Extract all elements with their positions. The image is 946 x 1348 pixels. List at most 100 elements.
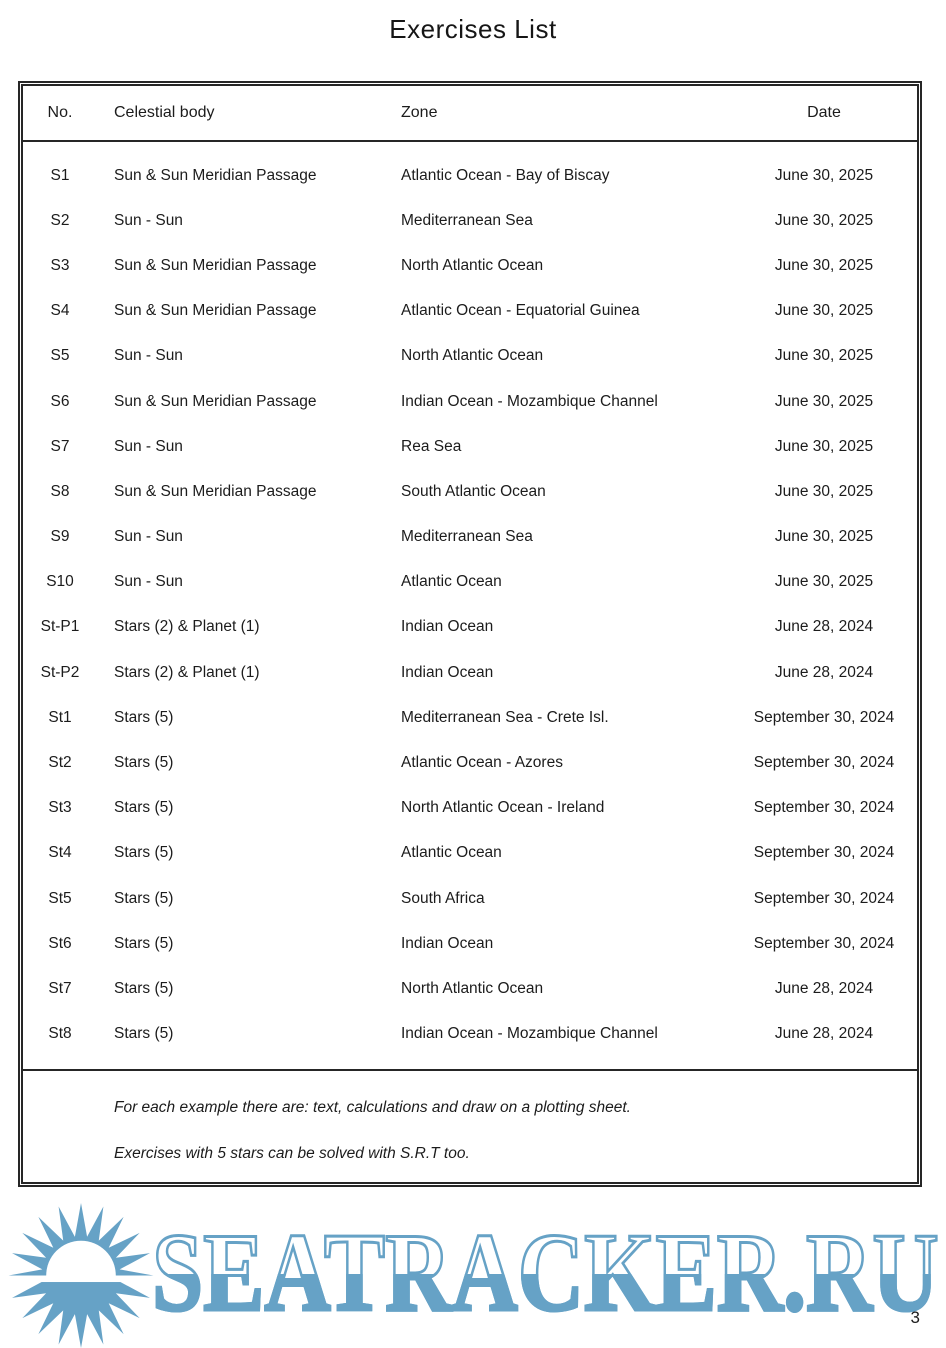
row-celestial-body: Sun - Sun <box>114 528 183 546</box>
table-row: S4 Sun & Sun Meridian Passage Atlantic O… <box>23 289 917 334</box>
table-row: S5 Sun - Sun North Atlantic Ocean June 3… <box>23 334 917 379</box>
row-zone: Mediterranean Sea <box>401 528 533 546</box>
row-no: S5 <box>50 347 70 365</box>
row-celestial-body: Stars (2) & Planet (1) <box>114 618 260 636</box>
row-zone: North Atlantic Ocean - Ireland <box>401 799 605 817</box>
row-celestial-body: Stars (5) <box>114 934 174 952</box>
column-header-zone: Zone <box>401 104 438 121</box>
row-date: June 30, 2025 <box>774 302 874 320</box>
row-no: St8 <box>48 1025 72 1043</box>
row-zone: South Atlantic Ocean <box>401 482 546 500</box>
row-date: June 30, 2025 <box>774 256 874 274</box>
table-body: S1 Sun & Sun Meridian Passage Atlantic O… <box>23 142 917 1069</box>
row-celestial-body: Stars (5) <box>114 979 174 997</box>
row-date: September 30, 2024 <box>753 799 895 817</box>
row-zone: Indian Ocean <box>401 663 494 681</box>
table-row: S3 Sun & Sun Meridian Passage North Atla… <box>23 243 917 288</box>
row-celestial-body: Sun & Sun Meridian Passage <box>114 256 317 274</box>
page-number: 3 <box>910 1308 920 1327</box>
row-zone: Atlantic Ocean <box>401 844 502 862</box>
table-row: S6 Sun & Sun Meridian Passage Indian Oce… <box>23 379 917 424</box>
row-no: S10 <box>46 573 74 591</box>
row-date: June 28, 2024 <box>774 1025 874 1043</box>
row-zone: Atlantic Ocean - Bay of Biscay <box>401 166 610 184</box>
row-zone: Atlantic Ocean - Azores <box>401 754 563 772</box>
note-line-2: Exercises with 5 stars can be solved wit… <box>114 1144 470 1162</box>
watermark-text: SEATRACKER.RU <box>151 1210 940 1337</box>
table-row: S7 Sun - Sun Rea Sea June 30, 2025 <box>23 424 917 469</box>
row-celestial-body: Sun - Sun <box>114 211 183 229</box>
row-zone: Indian Ocean <box>401 934 494 952</box>
sun-icon <box>8 1203 154 1348</box>
table-row: S9 Sun - Sun Mediterranean Sea June 30, … <box>23 515 917 560</box>
row-zone: Mediterranean Sea <box>401 211 533 229</box>
table-row: St1 Stars (5) Mediterranean Sea - Crete … <box>23 695 917 740</box>
row-celestial-body: Stars (5) <box>114 708 174 726</box>
row-no: St3 <box>48 799 72 817</box>
table-row: St3 Stars (5) North Atlantic Ocean - Ire… <box>23 786 917 831</box>
row-celestial-body: Sun & Sun Meridian Passage <box>114 166 317 184</box>
row-no: St4 <box>48 844 72 862</box>
row-date: September 30, 2024 <box>753 708 895 726</box>
row-celestial-body: Stars (5) <box>114 754 174 772</box>
table-row: S10 Sun - Sun Atlantic Ocean June 30, 20… <box>23 560 917 605</box>
table-row: St2 Stars (5) Atlantic Ocean - Azores Se… <box>23 740 917 785</box>
column-header-no: No. <box>47 104 73 121</box>
row-no: S1 <box>50 166 70 184</box>
row-no: S3 <box>50 256 70 274</box>
row-zone: Atlantic Ocean - Equatorial Guinea <box>401 302 640 320</box>
row-celestial-body: Sun & Sun Meridian Passage <box>114 392 317 410</box>
row-no: S4 <box>50 302 70 320</box>
row-zone: Indian Ocean - Mozambique Channel <box>401 1025 658 1043</box>
row-zone: South Africa <box>401 889 485 907</box>
row-celestial-body: Sun & Sun Meridian Passage <box>114 302 317 320</box>
row-celestial-body: Stars (5) <box>114 799 174 817</box>
row-no: St-P2 <box>40 663 80 681</box>
row-date: September 30, 2024 <box>753 754 895 772</box>
note-line-1: For each example there are: text, calcul… <box>114 1098 631 1116</box>
table-row: St-P2 Stars (2) & Planet (1) Indian Ocea… <box>23 650 917 695</box>
row-date: June 30, 2025 <box>774 166 874 184</box>
exercises-table: No. Celestial body Zone Date S1 Sun & Su… <box>18 81 922 1187</box>
row-no: St2 <box>48 754 72 772</box>
row-celestial-body: Stars (5) <box>114 1025 174 1043</box>
row-date: September 30, 2024 <box>753 844 895 862</box>
row-celestial-body: Stars (5) <box>114 844 174 862</box>
table-row: St7 Stars (5) North Atlantic Ocean June … <box>23 966 917 1011</box>
row-no: S8 <box>50 482 70 500</box>
table-row: St8 Stars (5) Indian Ocean - Mozambique … <box>23 1012 917 1057</box>
table-row: St6 Stars (5) Indian Ocean September 30,… <box>23 921 917 966</box>
table-row: St-P1 Stars (2) & Planet (1) Indian Ocea… <box>23 605 917 650</box>
row-date: June 30, 2025 <box>774 437 874 455</box>
row-zone: Rea Sea <box>401 437 462 455</box>
row-date: June 30, 2025 <box>774 347 874 365</box>
table-notes: For each example there are: text, calcul… <box>23 1068 917 1182</box>
row-no: S9 <box>50 528 70 546</box>
row-date: June 28, 2024 <box>774 979 874 997</box>
table-row: S8 Sun & Sun Meridian Passage South Atla… <box>23 469 917 514</box>
row-no: St1 <box>48 708 72 726</box>
row-date: September 30, 2024 <box>753 889 895 907</box>
row-celestial-body: Sun - Sun <box>114 573 183 591</box>
table-row: S1 Sun & Sun Meridian Passage Atlantic O… <box>23 153 917 198</box>
row-no: St7 <box>48 979 72 997</box>
row-date: September 30, 2024 <box>753 934 895 952</box>
row-zone: Atlantic Ocean <box>401 573 502 591</box>
row-celestial-body: Stars (5) <box>114 889 174 907</box>
row-date: June 30, 2025 <box>774 392 874 410</box>
row-zone: North Atlantic Ocean <box>401 979 544 997</box>
row-zone: Mediterranean Sea - Crete Isl. <box>401 708 609 726</box>
page-title: Exercises List <box>389 14 557 44</box>
column-header-celestial-body: Celestial body <box>114 104 215 121</box>
row-no: S2 <box>50 211 70 229</box>
table-row: St5 Stars (5) South Africa September 30,… <box>23 876 917 921</box>
row-no: S6 <box>50 392 70 410</box>
row-zone: North Atlantic Ocean <box>401 256 544 274</box>
row-no: St6 <box>48 934 72 952</box>
row-date: June 30, 2025 <box>774 573 874 591</box>
watermark: SEATRACKER.RU <box>0 1198 946 1348</box>
row-zone: North Atlantic Ocean <box>401 347 544 365</box>
column-header-date: Date <box>807 104 841 121</box>
row-date: June 30, 2025 <box>774 528 874 546</box>
table-row: S2 Sun - Sun Mediterranean Sea June 30, … <box>23 198 917 243</box>
